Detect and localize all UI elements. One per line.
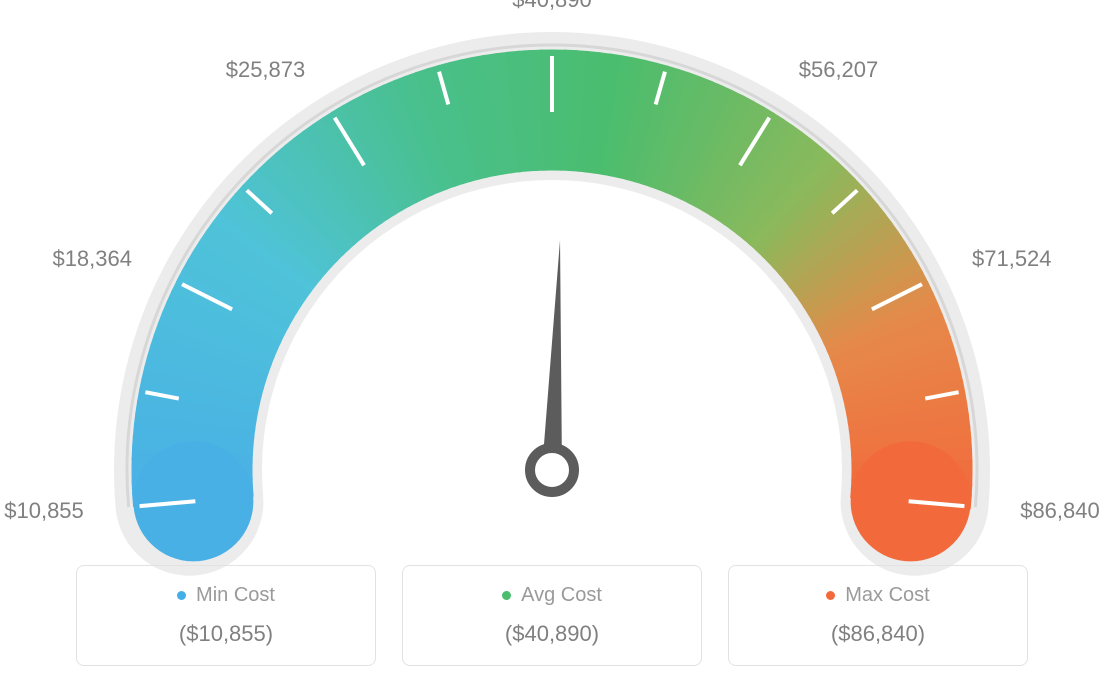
- legend-label: Min Cost: [93, 584, 359, 607]
- legend-card-min: Min Cost ($10,855): [76, 565, 376, 666]
- legend-card-avg: Avg Cost ($40,890): [402, 565, 702, 666]
- tick-label: $18,364: [52, 246, 132, 271]
- tick-label: $86,840: [1020, 498, 1100, 523]
- legend-dot-avg: [502, 591, 511, 600]
- legend-label-text: Min Cost: [196, 584, 275, 606]
- tick-label: $71,524: [972, 246, 1052, 271]
- legend-label-text: Avg Cost: [521, 584, 602, 606]
- legend-dot-min: [177, 591, 186, 600]
- tick-label: $40,890: [512, 0, 592, 12]
- legend-card-max: Max Cost ($86,840): [728, 565, 1028, 666]
- legend-value: ($86,840): [745, 621, 1011, 647]
- legend-label-text: Max Cost: [845, 584, 929, 606]
- cost-gauge-chart: $10,855 $18,364 $25,873 $40,890 $56,207 $71,5…: [0, 0, 1104, 690]
- tick-label: $25,873: [226, 57, 306, 82]
- legend-value: ($40,890): [419, 621, 685, 647]
- legend-label: Avg Cost: [419, 584, 685, 607]
- tick-label: $10,855: [4, 498, 84, 523]
- gauge-needle: [530, 240, 574, 492]
- legend-value: ($10,855): [93, 621, 359, 647]
- tick-label: $56,207: [799, 57, 879, 82]
- legend-label: Max Cost: [745, 584, 1011, 607]
- legend-dot-max: [826, 591, 835, 600]
- legend-row: Min Cost ($10,855) Avg Cost ($40,890) Max Co…: [76, 565, 1028, 666]
